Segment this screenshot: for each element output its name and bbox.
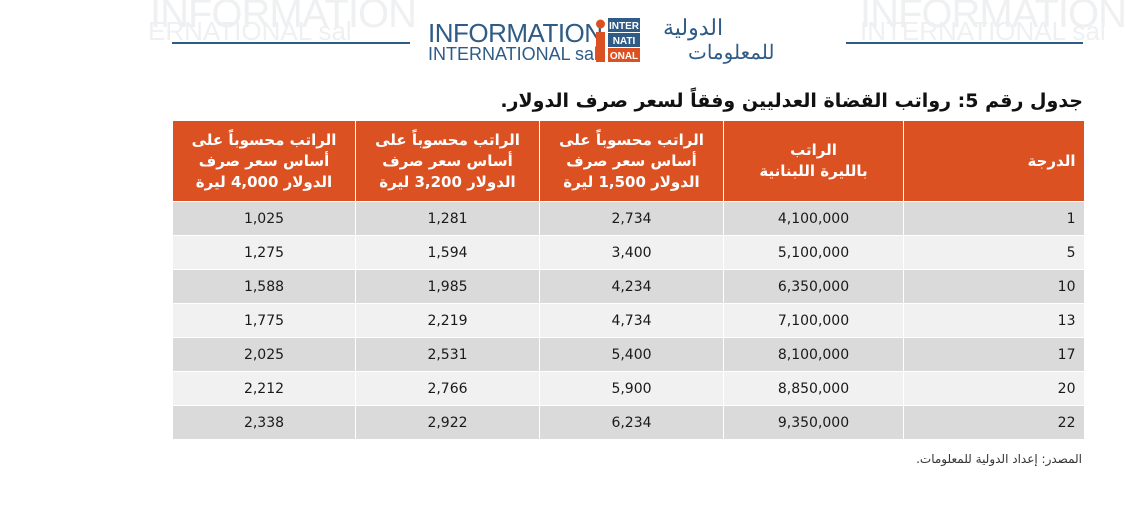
table-body: 1 4,100,000 2,734 1,281 1,025 5 5,100,000 3,400… [172,201,1084,439]
table-cell: 4,234 [539,269,724,304]
table-cell: 1,025 [172,201,356,236]
table-cell: 5,900 [539,371,724,406]
table-header-row: الدرجة الراتب بالليرة اللبنانية الراتب محسو… [172,121,1084,202]
brand-logo: INFORMATION INTERNATIONAL sal INTER NATI… [428,14,828,66]
table-cell: 4,100,000 [723,201,904,236]
table-cell: 1,775 [172,303,356,338]
table-cell: 2,025 [172,337,356,372]
watermark: INFORMATION [860,0,1127,36]
table-cell: 2,734 [539,201,724,236]
column-header: الراتب محسوباً على أساس سعر صرف الدولار 3,… [355,121,540,202]
table-cell: 6,234 [539,405,724,439]
table-cell: 6,350,000 [723,269,904,304]
table-cell: 2,212 [172,371,356,406]
logo-ar-line1: الدولية [663,16,724,41]
table-cell: 1,985 [355,269,540,304]
table-cell: 2,766 [355,371,540,406]
header-rule-right [846,42,1083,44]
table-row: 10 6,350,000 4,234 1,985 1,588 [172,269,1084,304]
table-row: 13 7,100,000 4,734 2,219 1,775 [172,303,1084,338]
table-cell: 2,219 [355,303,540,338]
source-note: المصدر: إعداد الدولية للمعلومات. [916,452,1082,466]
table-cell: 5 [903,235,1084,270]
table-cell: 1,594 [355,235,540,270]
table-cell: 5,400 [539,337,724,372]
table-cell: 10 [903,269,1084,304]
logo-ar-line2: للمعلومات [688,40,775,64]
logo-mark-text: NATI [613,36,636,47]
table-cell: 2,531 [355,337,540,372]
table-cell: 1,281 [355,201,540,236]
logo-en-line2: INTERNATIONAL sal [428,44,599,64]
column-header: الراتب محسوباً على أساس سعر صرف الدولار 4,… [172,121,356,202]
table-cell: 3,400 [539,235,724,270]
table-cell: 17 [903,337,1084,372]
watermark: INFORMATION [150,0,417,36]
table-cell: 2,338 [172,405,356,439]
table-title: جدول رقم 5: رواتب القضاة العدليين وفقاً … [500,90,1083,112]
table-cell: 8,100,000 [723,337,904,372]
table-cell: 7,100,000 [723,303,904,338]
table-row: 1 4,100,000 2,734 1,281 1,025 [172,201,1084,236]
column-header: الدرجة [903,121,1084,202]
table-cell: 13 [903,303,1084,338]
table-cell: 8,850,000 [723,371,904,406]
column-header: الراتب محسوباً على أساس سعر صرف الدولار 1,… [539,121,724,202]
table-cell: 1 [903,201,1084,236]
table-cell: 22 [903,405,1084,439]
table-cell: 9,350,000 [723,405,904,439]
table-cell: 2,922 [355,405,540,439]
logo-en-line1: INFORMATION [428,18,603,48]
table-cell: 1,275 [172,235,356,270]
logo-mark-icon: INTER NATI ONAL [596,18,640,62]
salary-table: الدرجة الراتب بالليرة اللبنانية الراتب محسو… [172,121,1084,439]
table-row: 17 8,100,000 5,400 2,531 2,025 [172,337,1084,372]
column-header: الراتب بالليرة اللبنانية [723,121,904,202]
table-row: 20 8,850,000 5,900 2,766 2,212 [172,371,1084,406]
header-rule-left [172,42,410,44]
logo-mark-text: ONAL [610,51,638,62]
table-cell: 5,100,000 [723,235,904,270]
table-row: 5 5,100,000 3,400 1,594 1,275 [172,235,1084,270]
table-cell: 20 [903,371,1084,406]
table-row: 22 9,350,000 6,234 2,922 2,338 [172,405,1084,439]
logo-mark-text: INTER [609,21,640,32]
table-cell: 1,588 [172,269,356,304]
table-cell: 4,734 [539,303,724,338]
